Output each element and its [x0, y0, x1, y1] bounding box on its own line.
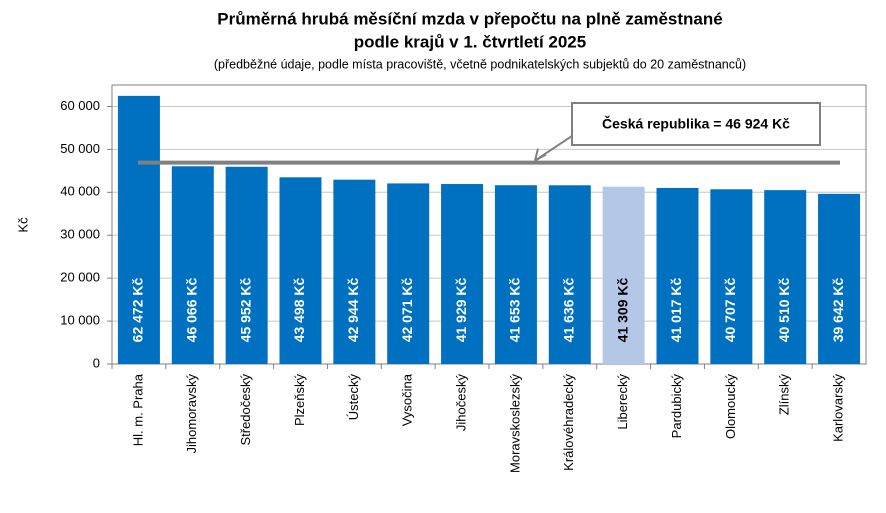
value-label: 62 472 Kč: [130, 277, 146, 342]
chart-title: podle krajů v 1. čtvrtletí 2025: [354, 32, 586, 51]
value-label: 45 952 Kč: [237, 277, 253, 342]
y-tick-label: 20 000: [60, 270, 100, 285]
x-tick-label: Plzeňský: [292, 374, 307, 427]
value-label: 42 071 Kč: [399, 277, 415, 342]
y-tick-label: 60 000: [60, 98, 100, 113]
value-label: 39 642 Kč: [830, 277, 846, 342]
x-tick-label: Královéhradecký: [561, 374, 576, 471]
x-tick-label: Pardubický: [669, 374, 684, 439]
bar: [548, 185, 591, 364]
annotation: Česká republika = 46 924 Kč: [602, 115, 790, 132]
y-tick-label: 10 000: [60, 313, 100, 328]
y-tick-label: 50 000: [60, 141, 100, 156]
bar: [656, 187, 699, 364]
x-tick-label: Ústecký: [346, 374, 361, 421]
annotation-arrowhead: [534, 148, 547, 162]
bar: [818, 193, 861, 364]
x-tick-label: Karlovarský: [831, 374, 846, 442]
y-tick-label: 40 000: [60, 184, 100, 199]
x-tick-label: Vysočina: [400, 373, 415, 426]
bar: [279, 177, 322, 364]
value-label: 40 707 Kč: [722, 277, 738, 342]
value-label: 46 066 Kč: [183, 277, 199, 342]
bar: [710, 189, 753, 364]
chart-subtitle: (předběžné údaje, podle místa pracoviště…: [214, 57, 746, 71]
value-label: 41 309 Kč: [614, 277, 630, 342]
value-label: 41 017 Kč: [668, 277, 684, 342]
value-label: 42 944 Kč: [345, 277, 361, 342]
x-tick-label: Hl. m. Praha: [130, 373, 145, 446]
x-tick-label: Liberecký: [615, 374, 630, 430]
x-tick-label: Moravskoslezský: [507, 374, 522, 473]
bar: [764, 190, 807, 364]
value-label: 41 653 Kč: [507, 277, 523, 342]
bar: [333, 179, 376, 364]
x-tick-label: Jihočeský: [454, 373, 469, 431]
annotation-box: [571, 102, 821, 146]
value-label: 41 929 Kč: [453, 277, 469, 342]
y-tick-label: 0: [93, 355, 100, 370]
value-label: 43 498 Kč: [291, 277, 307, 342]
bar: [494, 185, 537, 364]
bar: [225, 166, 268, 364]
chart-title: Průměrná hrubá měsíční mzda v přepočtu n…: [217, 9, 722, 28]
bar: [117, 95, 160, 364]
x-tick-label: Olomoucký: [723, 374, 738, 440]
x-tick-label: Zlínský: [777, 374, 792, 416]
value-label: 41 636 Kč: [560, 277, 576, 342]
value-label: 40 510 Kč: [776, 277, 792, 342]
bar: [171, 166, 214, 364]
bar: [441, 184, 484, 364]
bar: [387, 183, 430, 364]
y-tick-label: 30 000: [60, 227, 100, 242]
x-tick-label: Středočeský: [238, 374, 253, 446]
bar: [602, 186, 645, 364]
x-tick-label: Jihomoravský: [184, 374, 199, 454]
y-axis-label: Kč: [15, 217, 30, 233]
